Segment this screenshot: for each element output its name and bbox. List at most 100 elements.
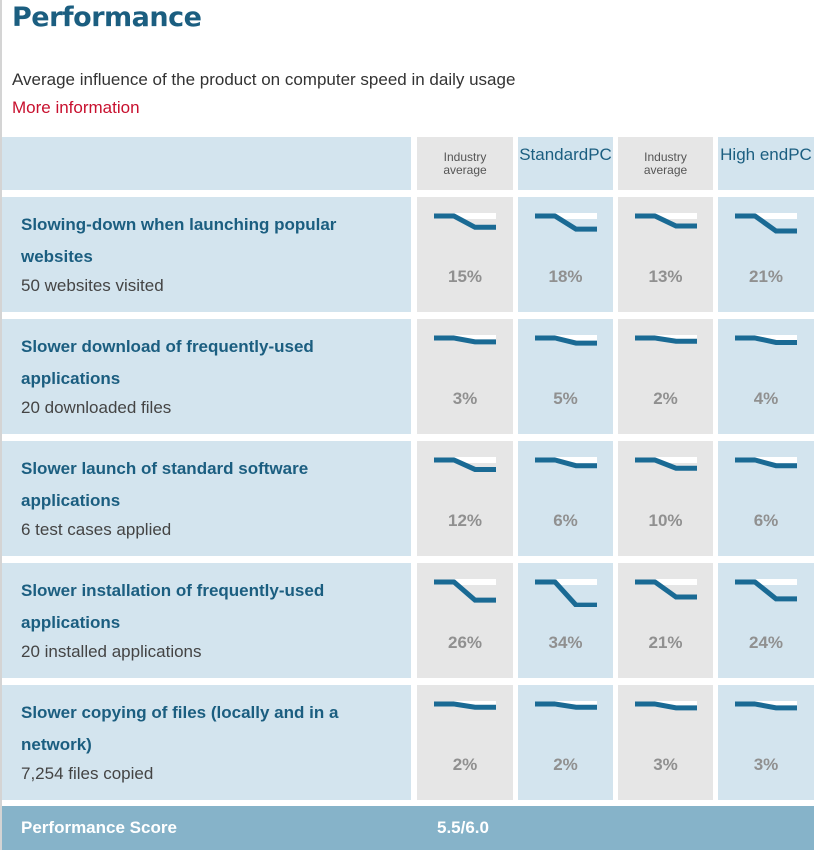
- value-cell: 24%: [718, 563, 814, 678]
- sparkline-baseline: [755, 335, 797, 341]
- sparkline-baseline: [454, 335, 496, 341]
- slowdown-percentage: 2%: [452, 755, 478, 774]
- value-cell: 6%: [718, 441, 814, 556]
- criterion-cell: Slower copying of files (locally and in …: [2, 685, 411, 800]
- slowdown-percentage: 15%: [447, 267, 483, 286]
- value-cell: 3%: [417, 319, 513, 434]
- slowdown-percentage: 10%: [648, 511, 683, 530]
- value-cell: 10%: [618, 441, 713, 556]
- slowdown-percentage: 2%: [553, 755, 578, 774]
- sparkline-line: [735, 335, 797, 345]
- slowdown-sparkline: [434, 579, 496, 603]
- slowdown-percentage: 3%: [753, 755, 779, 774]
- column-header-line: PC: [588, 145, 612, 164]
- sparkline-baseline: [555, 579, 597, 585]
- sparkline-line: [434, 701, 496, 710]
- slowdown-percentage: 21%: [748, 267, 784, 286]
- sparkline-line: [434, 579, 496, 603]
- slowdown-percentage: 3%: [452, 389, 478, 408]
- sparkline-line: [735, 579, 797, 602]
- value-cell: 3%: [718, 685, 814, 800]
- slowdown-sparkline: [434, 701, 496, 710]
- performance-score-bar: Performance Score 5.5/6.0: [2, 806, 814, 850]
- sparkline-line: [635, 579, 697, 600]
- sparkline-baseline: [555, 335, 597, 341]
- sparkline-line: [535, 213, 597, 232]
- criterion-name: Slowing-down when launching popular webs…: [21, 215, 337, 266]
- criterion-name: Slower copying of files (locally and in …: [21, 703, 339, 754]
- value-cell: 21%: [718, 197, 814, 312]
- sparkline-baseline: [454, 579, 496, 585]
- value-cell: 2%: [518, 685, 613, 800]
- sparkline-line: [635, 335, 697, 344]
- criterion-detail: 6 test cases applied: [21, 520, 172, 539]
- criterion-cell: Slower download of frequently-used appli…: [2, 319, 411, 434]
- sparkline-baseline: [454, 213, 496, 219]
- criterion-detail: 50 websites visited: [21, 276, 164, 295]
- sparkline-line: [635, 701, 697, 711]
- criterion-name: Slower download of frequently-used appli…: [21, 337, 314, 388]
- sparkline-line: [434, 457, 496, 472]
- sparkline-baseline: [655, 701, 697, 707]
- value-cell: 3%: [618, 685, 713, 800]
- more-information-link[interactable]: More information: [12, 98, 140, 117]
- slowdown-sparkline: [535, 457, 597, 469]
- criterion-detail: 20 downloaded files: [21, 398, 172, 417]
- sparkline-baseline: [454, 701, 496, 707]
- slowdown-percentage: 6%: [753, 511, 779, 530]
- performance-score-value: 5.5/6.0: [437, 818, 489, 837]
- column-header-line: Industry: [644, 149, 687, 164]
- column-header-1: Industry average: [417, 137, 513, 190]
- sparkline-baseline: [655, 457, 697, 463]
- slowdown-sparkline: [735, 457, 797, 469]
- slowdown-sparkline: [635, 213, 697, 229]
- slowdown-sparkline: [535, 213, 597, 232]
- value-cell: 2%: [618, 319, 713, 434]
- sparkline-line: [535, 701, 597, 710]
- value-cell: 12%: [417, 441, 513, 556]
- criterion-name: Slower installation of frequently-used a…: [21, 581, 325, 632]
- sparkline-baseline: [755, 579, 797, 585]
- column-header-line: average: [443, 162, 487, 177]
- sparkline-line: [635, 457, 697, 471]
- sparkline-line: [535, 457, 597, 469]
- sparkline-baseline: [555, 213, 597, 219]
- left-border: [0, 0, 2, 850]
- sparkline-line: [635, 213, 697, 229]
- slowdown-percentage: 2%: [653, 389, 678, 408]
- value-cell: 5%: [518, 319, 613, 434]
- page-title: Performance: [12, 2, 202, 33]
- sparkline-line: [434, 213, 496, 230]
- slowdown-sparkline: [535, 579, 597, 607]
- column-header-3: Industry average: [618, 137, 713, 190]
- sparkline-baseline: [755, 701, 797, 707]
- sparkline-baseline: [655, 335, 697, 341]
- value-cell: 26%: [417, 563, 513, 678]
- column-header-line: High end: [720, 145, 789, 164]
- value-cell: 34%: [518, 563, 613, 678]
- sparkline-baseline: [555, 701, 597, 707]
- sparkline-baseline: [755, 457, 797, 463]
- value-cell: 21%: [618, 563, 713, 678]
- slowdown-percentage: 3%: [653, 755, 678, 774]
- slowdown-sparkline: [735, 701, 797, 711]
- slowdown-percentage: 26%: [447, 633, 483, 652]
- sparkline-line: [735, 701, 797, 711]
- value-cell: 18%: [518, 197, 613, 312]
- header-criteria-cell: [2, 137, 411, 190]
- column-header-2: Standard PC: [518, 137, 613, 190]
- slowdown-sparkline: [434, 335, 496, 345]
- slowdown-sparkline: [535, 701, 597, 710]
- page-subtitle: Average influence of the product on comp…: [12, 70, 516, 89]
- slowdown-sparkline: [735, 579, 797, 602]
- sparkline-line: [735, 213, 797, 234]
- slowdown-sparkline: [635, 457, 697, 471]
- criterion-cell: Slowing-down when launching popular webs…: [2, 197, 411, 312]
- sparkline-line: [535, 579, 597, 607]
- column-header-line: Industry: [443, 149, 487, 164]
- sparkline-baseline: [655, 213, 697, 219]
- criterion-detail: 20 installed applications: [21, 642, 202, 661]
- slowdown-sparkline: [735, 213, 797, 234]
- value-cell: 6%: [518, 441, 613, 556]
- criterion-detail: 7,254 files copied: [21, 764, 154, 783]
